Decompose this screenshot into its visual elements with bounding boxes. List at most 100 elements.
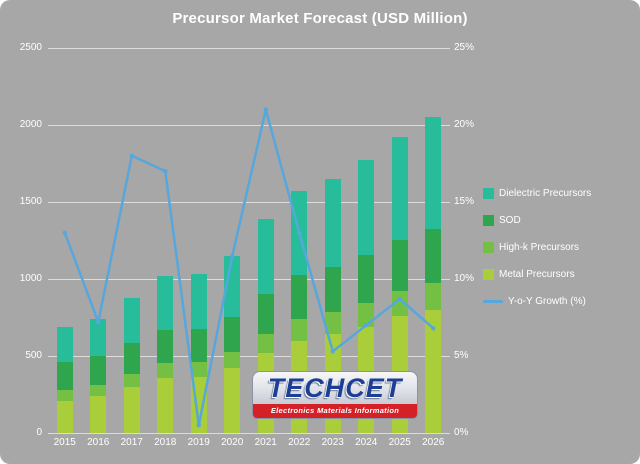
yoy-growth-marker xyxy=(263,107,268,112)
bar-segment-sod xyxy=(190,329,207,363)
right-axis-tick-label: 5% xyxy=(454,350,469,361)
legend-item-label: High-k Precursors xyxy=(499,242,580,253)
bar-segment-dielectric-precursors xyxy=(56,326,73,363)
techcet-tagline: Electronics Materials Information xyxy=(252,404,418,419)
bar-segment-sod xyxy=(358,255,375,303)
right-axis-tick-label: 20% xyxy=(454,119,475,130)
bar-segment-dielectric-precursors xyxy=(190,274,207,330)
right-axis-tick-label: 0% xyxy=(454,427,469,438)
bar-segment-dielectric-precursors xyxy=(391,137,408,240)
yoy-growth-marker xyxy=(297,230,302,235)
x-axis-tick-label: 2019 xyxy=(187,437,210,448)
legend-item-sod: SOD xyxy=(483,215,591,226)
legend-item-y-o-y-growth: Y-o-Y Growth (%) xyxy=(483,296,591,307)
x-axis-tick-label: 2021 xyxy=(254,437,277,448)
bar-segment-metal-precursors xyxy=(425,309,442,433)
x-axis-tick-label: 2017 xyxy=(120,437,143,448)
legend-item-dielectric-precursors: Dielectric Precursors xyxy=(483,188,591,199)
right-axis-tick-label: 10% xyxy=(454,273,475,284)
x-axis-tick-label: 2023 xyxy=(321,437,344,448)
legend-item-metal-precursors: Metal Precursors xyxy=(483,269,591,280)
bar-segment-sod xyxy=(224,316,241,353)
left-axis-tick-label: 0 xyxy=(36,427,42,438)
yoy-growth-marker xyxy=(129,153,134,158)
bar-segment-metal-precursors xyxy=(157,377,174,433)
left-axis-tick-label: 1500 xyxy=(19,196,42,207)
legend-item-label: Metal Precursors xyxy=(499,269,575,280)
bar-segment-high-k-precursors xyxy=(90,384,107,397)
right-axis-tick-label: 15% xyxy=(454,196,475,207)
bar-segment-sod xyxy=(425,228,442,283)
yoy-growth-marker xyxy=(163,169,168,174)
x-axis-tick-label: 2026 xyxy=(422,437,445,448)
bar-segment-metal-precursors xyxy=(90,396,107,433)
bar-segment-sod xyxy=(157,329,174,363)
left-axis-tick-label: 2500 xyxy=(19,42,42,53)
bar-segment-high-k-precursors xyxy=(257,333,274,353)
legend-item-high-k-precursors: High-k Precursors xyxy=(483,242,591,253)
yoy-growth-marker xyxy=(364,323,369,328)
yoy-growth-marker xyxy=(397,296,402,302)
yoy-growth-marker xyxy=(330,349,335,354)
left-axis-tick-label: 2000 xyxy=(19,119,42,130)
bar-segment-high-k-precursors xyxy=(123,373,140,387)
bar-segment-metal-precursors xyxy=(123,386,140,433)
legend-item-label: Dielectric Precursors xyxy=(499,188,592,199)
left-axis-tick-label: 1000 xyxy=(19,273,42,284)
x-axis-tick-label: 2015 xyxy=(53,437,76,448)
x-axis-tick-label: 2024 xyxy=(355,437,378,448)
yoy-growth-line xyxy=(62,107,436,428)
bar-segment-high-k-precursors xyxy=(56,389,73,401)
bar-segment-dielectric-precursors xyxy=(425,117,442,229)
bar-segment-metal-precursors xyxy=(56,400,73,433)
bar-segment-sod xyxy=(257,293,274,334)
bar-segment-dielectric-precursors xyxy=(324,178,341,267)
bar-segment-sod xyxy=(324,266,341,313)
bar-segment-dielectric-precursors xyxy=(257,218,274,294)
techcet-brand-text: TECHCET xyxy=(267,373,403,403)
yoy-growth-marker xyxy=(62,230,67,235)
bar-segment-high-k-precursors xyxy=(224,352,241,369)
x-axis-tick-label: 2016 xyxy=(87,437,110,448)
grid-line xyxy=(48,201,450,203)
yoy-growth-marker xyxy=(230,253,235,259)
bar-segment-high-k-precursors xyxy=(425,282,442,310)
bar-segment-dielectric-precursors xyxy=(123,297,140,343)
x-axis-tick-label: 2020 xyxy=(221,437,244,448)
techcet-watermark: TECHCET Electronics Materials Informatio… xyxy=(252,371,418,419)
bar-segment-metal-precursors xyxy=(224,368,241,433)
bar-segment-sod xyxy=(90,356,107,385)
yoy-growth-polyline xyxy=(63,108,435,427)
bar-segment-high-k-precursors xyxy=(391,290,408,316)
bar-segment-high-k-precursors xyxy=(190,362,207,377)
yoy-growth-marker xyxy=(96,319,101,325)
left-axis-tick-label: 500 xyxy=(25,350,42,361)
bar-segment-dielectric-precursors xyxy=(358,160,375,256)
grid-line xyxy=(48,47,450,49)
legend-color-swatch xyxy=(483,269,494,280)
bar-segment-sod xyxy=(291,275,308,320)
bar-segment-high-k-precursors xyxy=(324,312,341,335)
yoy-growth-marker xyxy=(431,326,436,331)
bar-segment-dielectric-precursors xyxy=(90,319,107,356)
right-axis-tick-label: 25% xyxy=(454,42,475,53)
legend-line-swatch xyxy=(483,300,503,303)
legend-color-swatch xyxy=(483,242,494,253)
legend-color-swatch xyxy=(483,188,494,199)
legend-color-swatch xyxy=(483,215,494,226)
yoy-growth-marker xyxy=(196,423,201,428)
techcet-logo-panel: TECHCET xyxy=(252,371,418,404)
bar-segment-sod xyxy=(391,239,408,291)
bar-segment-dielectric-precursors xyxy=(157,275,174,330)
bar-segment-high-k-precursors xyxy=(291,319,308,341)
grid-line xyxy=(48,432,450,434)
x-axis-tick-label: 2018 xyxy=(154,437,177,448)
chart-title: Precursor Market Forecast (USD Million) xyxy=(172,10,468,27)
bar-segment-sod xyxy=(123,342,140,374)
x-axis-tick-label: 2022 xyxy=(288,437,311,448)
legend-item-label: SOD xyxy=(499,215,521,226)
bar-segment-sod xyxy=(56,362,73,390)
bar-segment-high-k-precursors xyxy=(157,362,174,378)
plot-area xyxy=(48,47,450,434)
